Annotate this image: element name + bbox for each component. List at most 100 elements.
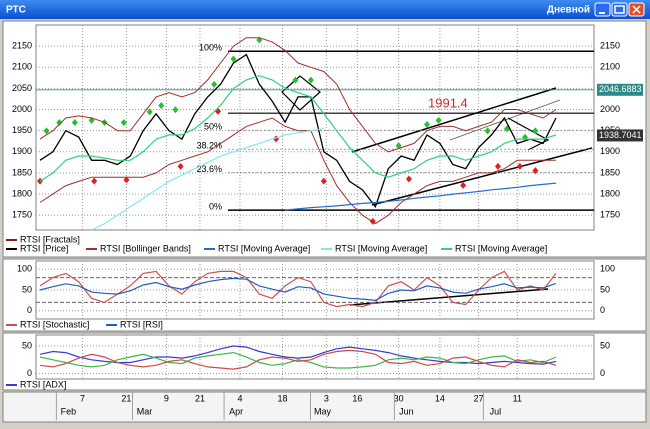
fractal-down bbox=[123, 176, 130, 184]
adx-pane bbox=[2, 332, 647, 391]
y-tick-label-left: 0 bbox=[27, 305, 32, 315]
fractal-up bbox=[158, 102, 165, 110]
oscillator-pane bbox=[2, 258, 647, 332]
date-tick-label: 16 bbox=[352, 393, 362, 403]
window-timeframe: Дневной bbox=[547, 5, 590, 16]
series-line bbox=[39, 277, 557, 302]
minimize-button[interactable] bbox=[594, 2, 611, 17]
y-tick-label-left: 1800 bbox=[12, 188, 32, 198]
date-tick-label: 11 bbox=[513, 393, 522, 403]
legend-label: RTSI [ADX] bbox=[20, 379, 66, 389]
date-tick-label: 3 bbox=[324, 393, 329, 403]
month-label: Mar bbox=[137, 406, 153, 416]
marker-label: 2046.6883 bbox=[599, 84, 642, 94]
fractal-down bbox=[91, 177, 98, 185]
y-tick-label-left: 1750 bbox=[12, 210, 32, 220]
triangle-pattern bbox=[507, 117, 550, 151]
marker-label: 1938.7041 bbox=[599, 130, 642, 140]
date-tick-label: 27 bbox=[474, 393, 484, 403]
month-label: Apr bbox=[229, 406, 243, 416]
series-line bbox=[39, 351, 557, 369]
fractal-down bbox=[405, 175, 412, 183]
y-tick-label-left: 2050 bbox=[12, 83, 32, 93]
y-tick-label-left: 50 bbox=[22, 284, 32, 294]
legend-label: RTSI [Price] bbox=[20, 243, 68, 253]
fractal-up bbox=[532, 127, 539, 135]
series-line bbox=[285, 182, 557, 211]
y-tick-label-right: 50 bbox=[600, 340, 610, 350]
y-tick-label-right: 2150 bbox=[600, 41, 620, 51]
month-label: Feb bbox=[61, 406, 77, 416]
month-label: Jun bbox=[399, 406, 414, 416]
date-axis-pane bbox=[2, 391, 647, 423]
fractal-up bbox=[435, 116, 442, 124]
close-icon bbox=[632, 5, 641, 14]
y-tick-label-right: 0 bbox=[600, 305, 605, 315]
date-tick-label: 21 bbox=[121, 393, 131, 403]
month-label: Jul bbox=[490, 406, 502, 416]
fractal-down bbox=[516, 162, 523, 170]
fractal-up bbox=[307, 76, 314, 84]
fib-label: 23.6% bbox=[196, 164, 222, 174]
price-pane bbox=[2, 20, 647, 258]
y-tick-label-left: 2000 bbox=[12, 104, 32, 114]
y-tick-label-right: 0 bbox=[600, 368, 605, 378]
y-tick-label-left: 1950 bbox=[12, 125, 32, 135]
fib-label: 0% bbox=[209, 202, 222, 212]
fractal-down bbox=[532, 167, 539, 175]
y-tick-label-left: 1850 bbox=[12, 167, 32, 177]
y-tick-label-left: 1900 bbox=[12, 146, 32, 156]
date-tick-label: 4 bbox=[237, 393, 242, 403]
y-tick-label-right: 1800 bbox=[600, 188, 620, 198]
series-line bbox=[91, 128, 324, 231]
y-tick-label-right: 1850 bbox=[600, 167, 620, 177]
fractal-up bbox=[146, 108, 153, 116]
y-tick-label-right: 1900 bbox=[600, 146, 620, 156]
y-tick-label-right: 2100 bbox=[600, 62, 620, 72]
y-tick-label-right: 50 bbox=[600, 284, 610, 294]
legend-label: RTSI [Moving Average] bbox=[335, 243, 427, 253]
fib-label: 100% bbox=[199, 43, 222, 53]
fractal-up bbox=[56, 118, 63, 126]
bollinger-upper bbox=[39, 37, 557, 153]
adx-plot-frame bbox=[35, 334, 595, 380]
series-line bbox=[39, 349, 557, 370]
series-line bbox=[39, 270, 557, 308]
fractal-up bbox=[43, 127, 50, 135]
fractal-up bbox=[211, 80, 218, 88]
legend-label: RTSI [Bollinger Bands] bbox=[100, 243, 191, 253]
series-line bbox=[39, 53, 557, 209]
fractal-up bbox=[484, 127, 491, 135]
price-plot-frame bbox=[35, 24, 595, 231]
legend-label: RTSI [Fractals] bbox=[20, 234, 80, 244]
fib-label: 38.2% bbox=[196, 141, 222, 151]
marker-box bbox=[597, 129, 643, 142]
date-tick-label: 9 bbox=[164, 393, 169, 403]
fractal-up bbox=[71, 118, 78, 126]
legend-label: RTSI [Moving Average] bbox=[455, 243, 547, 253]
date-tick-label: 18 bbox=[278, 393, 288, 403]
legend-label: RTSI [Stochastic] bbox=[20, 319, 89, 329]
fractal-down bbox=[494, 162, 501, 170]
month-label: May bbox=[314, 406, 332, 416]
series-line bbox=[39, 75, 557, 182]
legend-label: RTSI [Moving Average] bbox=[218, 243, 310, 253]
y-tick-label-left: 0 bbox=[27, 368, 32, 378]
annotation-label: 1991.4 bbox=[428, 96, 468, 111]
fractal-down bbox=[177, 162, 184, 170]
window-buttons[interactable] bbox=[594, 2, 645, 17]
title-bar bbox=[0, 0, 650, 19]
fractal-down bbox=[320, 177, 327, 185]
fractal-down bbox=[460, 181, 467, 189]
y-tick-label-right: 1750 bbox=[600, 210, 620, 220]
fractal-up bbox=[120, 118, 127, 126]
channel-lower bbox=[371, 147, 593, 206]
date-tick-label: 21 bbox=[195, 393, 205, 403]
y-tick-label-left: 2150 bbox=[12, 41, 32, 51]
y-tick-label-right: 100 bbox=[600, 264, 615, 274]
fractal-up bbox=[172, 106, 179, 114]
y-tick-label-left: 100 bbox=[17, 264, 32, 274]
date-tick-label: 14 bbox=[435, 393, 445, 403]
